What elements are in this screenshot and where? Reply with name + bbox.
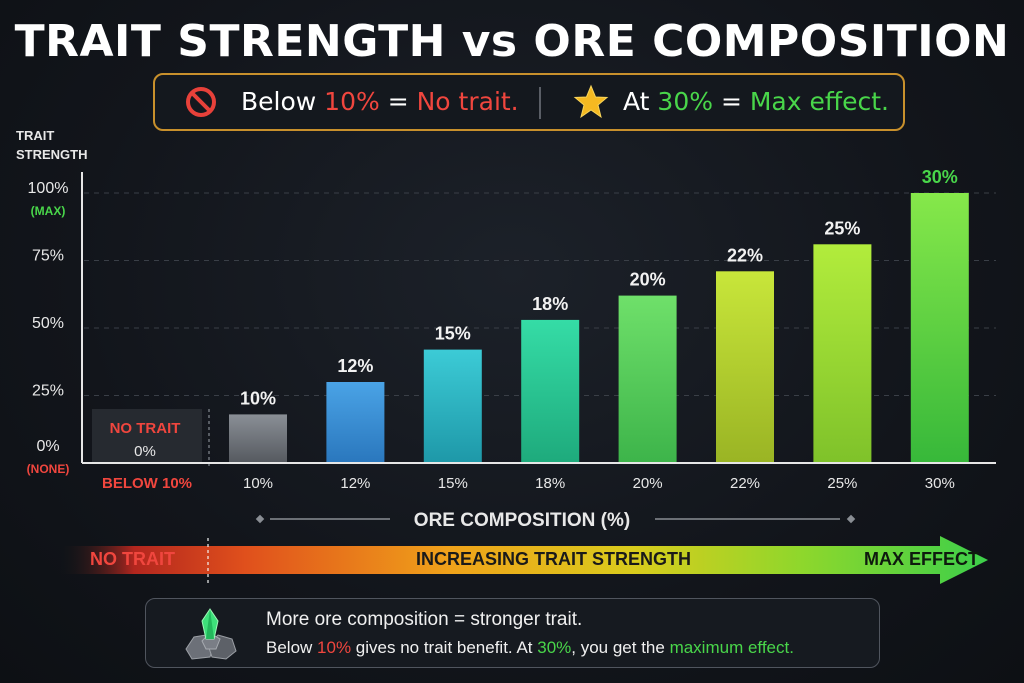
y-tick-sublabel: (MAX)	[31, 204, 66, 218]
progress-label-max: MAX EFFECT	[864, 549, 979, 569]
no-trait-region	[92, 409, 202, 462]
rule-divider	[539, 87, 541, 119]
info-panel: More ore composition = stronger trait. B…	[145, 598, 880, 668]
bar-value-label: 25%	[824, 218, 860, 238]
no-trait-title: NO TRAIT	[110, 420, 181, 437]
no-trait-rule: Below 10% = No trait.	[241, 87, 519, 116]
x-tick-label: 10%	[243, 475, 273, 492]
bar-value-label: 30%	[922, 167, 958, 187]
rule-banner: Below 10% = No trait. At 30% = Max effec…	[153, 73, 905, 131]
y-axis-title-line2: STRENGTH	[16, 147, 88, 162]
bar-value-label: 10%	[240, 388, 276, 408]
bar-value-label: 20%	[630, 270, 666, 290]
x-tick-label: 30%	[925, 475, 955, 492]
y-tick-label: 75%	[32, 248, 64, 265]
prohibited-icon	[185, 86, 217, 118]
progress-arrow	[60, 536, 988, 584]
x-tick-below-10: BELOW 10%	[102, 475, 192, 492]
bar	[521, 319, 580, 463]
y-tick-label: 0%	[36, 438, 59, 455]
bar	[326, 382, 385, 463]
x-axis-title-diamond-right	[846, 514, 856, 524]
info-line-2: Below 10% gives no trait benefit. At 30%…	[266, 638, 794, 657]
bar-value-label: 22%	[727, 245, 763, 265]
x-tick-label: 25%	[827, 475, 857, 492]
x-tick-label: 12%	[340, 475, 370, 492]
bar-value-label: 12%	[337, 356, 373, 376]
chart-title: TRAIT STRENGTH vs ORE COMPOSITION	[14, 16, 1010, 67]
progress-label-increasing: INCREASING TRAIT STRENGTH	[416, 549, 692, 569]
x-tick-label: 18%	[535, 475, 565, 492]
bar-value-label: 18%	[532, 294, 568, 314]
bar	[423, 349, 482, 463]
progress-label-no-trait: NO TRAIT	[90, 549, 175, 569]
ore-gem-icon	[180, 605, 240, 663]
x-axis-title-diamond-left	[255, 514, 265, 524]
info-line-1: More ore composition = stronger trait.	[266, 609, 583, 630]
x-axis-title: ORE COMPOSITION (%)	[414, 510, 630, 531]
bar	[813, 244, 872, 463]
star-icon	[573, 84, 609, 120]
y-tick-label: 25%	[32, 383, 64, 400]
max-effect-rule: At 30% = Max effect.	[623, 87, 889, 116]
bar	[229, 414, 287, 463]
y-tick-label: 50%	[32, 315, 64, 332]
bar-value-label: 15%	[435, 324, 471, 344]
trait-strength-progress: NO TRAIT INCREASING TRAIT STRENGTH MAX E…	[60, 536, 990, 584]
x-axis-title-group: ORE COMPOSITION (%)	[255, 510, 856, 531]
bar	[618, 295, 677, 463]
y-axis-title-line1: TRAIT	[16, 128, 54, 143]
y-tick-sublabel: (NONE)	[27, 462, 70, 476]
y-tick-label: 100%	[28, 180, 69, 197]
x-tick-label: 15%	[438, 475, 468, 492]
bar	[910, 193, 969, 463]
bar	[716, 271, 774, 463]
x-tick-label: 20%	[633, 475, 663, 492]
x-tick-label: 22%	[730, 475, 760, 492]
no-trait-value: 0%	[134, 443, 156, 460]
